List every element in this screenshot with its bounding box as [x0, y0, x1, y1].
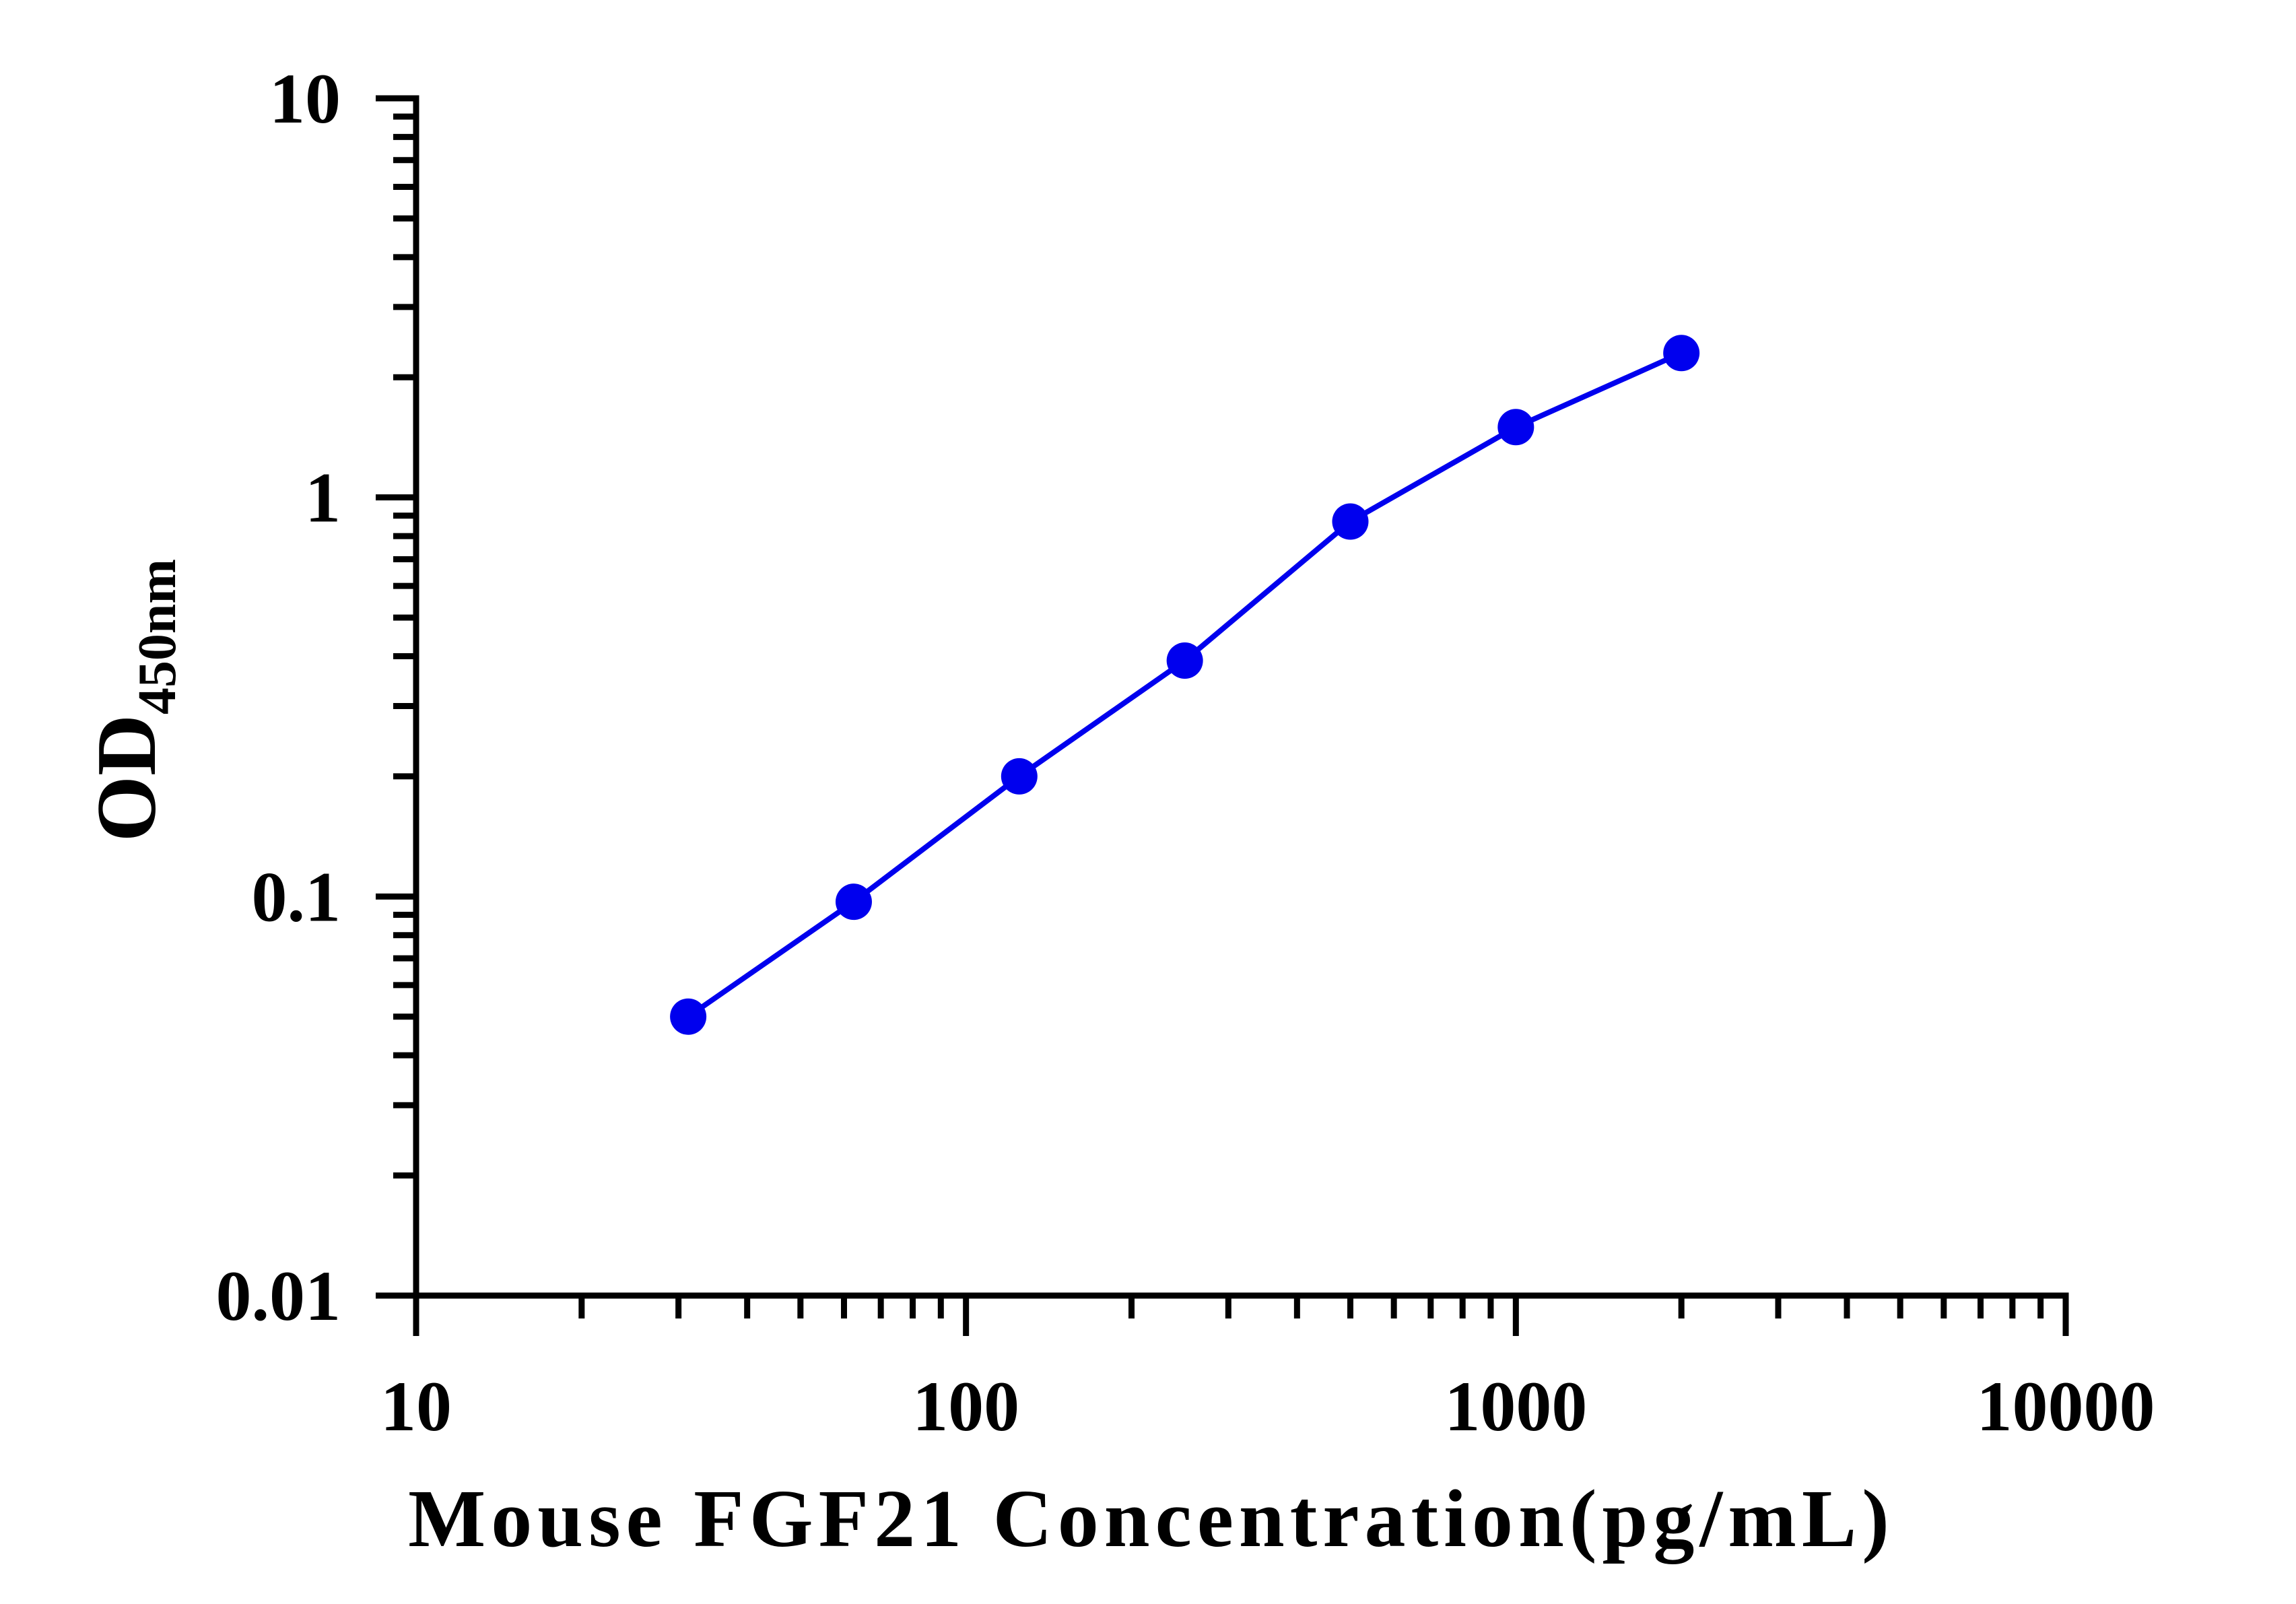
data-point — [1166, 642, 1203, 679]
data-point — [670, 998, 707, 1035]
y-minor-ticks — [393, 113, 416, 1179]
x-tick-label: 10 — [380, 1367, 452, 1446]
y-major-ticks — [376, 95, 416, 1299]
series-line — [686, 350, 1683, 1020]
x-tick-labels: 10 100 1000 10000 — [380, 1367, 2155, 1446]
y-axis-title-main: OD — [80, 714, 174, 842]
y-axis-title: OD450nm — [80, 559, 187, 842]
data-point — [1332, 503, 1369, 540]
x-tick-label: 100 — [912, 1367, 1019, 1446]
y-tick-label: 10 — [269, 59, 341, 138]
y-tick-label: 1 — [305, 459, 341, 537]
y-tick-labels: 0.01 0.1 1 10 — [216, 59, 341, 1335]
x-axis-title: Mouse FGF21 Concentration(pg/mL) — [408, 1473, 1895, 1564]
data-point — [1001, 758, 1038, 795]
y-tick-label: 0.01 — [216, 1257, 341, 1335]
x-tick-label: 1000 — [1444, 1367, 1587, 1446]
y-tick-label: 0.1 — [252, 857, 341, 936]
data-point — [1497, 409, 1534, 446]
x-tick-label: 10000 — [1977, 1367, 2155, 1446]
data-point — [1663, 335, 1700, 372]
x-major-ticks — [413, 1296, 2069, 1336]
x-minor-ticks — [578, 1296, 2044, 1318]
series-layer — [670, 335, 1700, 1035]
y-axis-title-subscript: 450nm — [128, 559, 187, 714]
data-point — [835, 883, 872, 921]
